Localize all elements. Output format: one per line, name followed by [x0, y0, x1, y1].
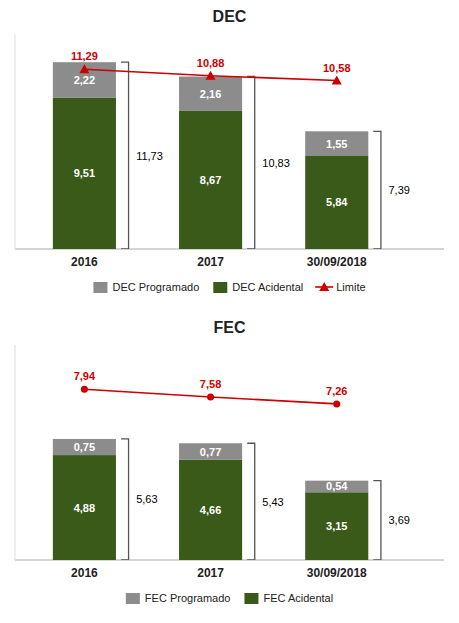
y-axis — [15, 345, 16, 560]
data-label: 1,55 — [326, 138, 347, 150]
bar — [53, 62, 116, 97]
legend-label: DEC Programado — [112, 281, 199, 293]
x-tick-label: 2016 — [71, 566, 98, 580]
total-label: 7,39 — [388, 184, 409, 196]
data-label: 0,54 — [326, 480, 348, 492]
limit-marker — [333, 400, 340, 407]
data-label: 8,67 — [200, 174, 221, 186]
title: FEC — [214, 319, 246, 336]
bar — [179, 111, 242, 249]
bar — [53, 439, 116, 455]
bar — [179, 77, 242, 111]
data-label: 9,51 — [74, 167, 95, 179]
total-bracket — [373, 131, 381, 249]
legend-item: DEC Programado — [93, 281, 199, 293]
legend-item: Limite — [315, 281, 365, 293]
data-label: 3,15 — [326, 520, 347, 532]
legend-item: DEC Acidental — [213, 281, 303, 293]
bar — [305, 131, 368, 156]
limit-marker — [332, 76, 342, 85]
legend-label: FEC Acidental — [263, 592, 333, 604]
data-label: 2,16 — [200, 88, 221, 100]
total-label: 10,83 — [262, 157, 290, 169]
data-label: 4,66 — [200, 504, 221, 516]
legend: DEC Programado DEC Acidental Limite — [93, 281, 365, 293]
plot-area — [53, 62, 381, 249]
limit-marker — [207, 394, 214, 401]
limit-line — [84, 389, 336, 404]
bar — [53, 98, 116, 249]
legend-label: DEC Acidental — [232, 281, 303, 293]
data-label: 0,75 — [74, 441, 95, 453]
bar — [305, 481, 368, 493]
labels: 9,51 8,67 5,84 2,22 2,16 1,55 11,73 10,83 7,39 11… — [71, 50, 410, 208]
bar — [179, 443, 242, 460]
legend-swatch — [126, 593, 140, 604]
data-label: 0,77 — [200, 446, 221, 458]
data-label: 2,22 — [74, 74, 95, 86]
title: DEC — [213, 8, 247, 25]
x-tick-label: 30/09/2018 — [307, 255, 367, 269]
total-bracket — [373, 481, 381, 560]
limit-marker — [79, 64, 89, 73]
legend-label: FEC Programado — [145, 592, 231, 604]
data-label: 7,26 — [326, 385, 347, 397]
data-label: 7,94 — [74, 370, 96, 382]
limit-marker — [206, 71, 216, 80]
legend: FEC Programado FEC Acidental — [126, 592, 333, 604]
plot-area — [53, 386, 381, 560]
total-label: 5,43 — [262, 496, 283, 508]
labels: 4,88 4,66 3,15 0,75 0,77 0,54 5,63 5,43 3,69 7,94… — [74, 370, 410, 532]
y-axis — [15, 34, 16, 249]
bar — [305, 156, 368, 249]
data-label: 7,58 — [200, 378, 221, 390]
legend-label: Limite — [336, 281, 365, 293]
data-label: 10,88 — [197, 57, 225, 69]
legend-item: FEC Programado — [126, 592, 231, 604]
bar — [53, 455, 116, 560]
total-bracket — [121, 62, 129, 249]
data-label: 10,58 — [323, 62, 351, 74]
data-label: 11,29 — [71, 50, 98, 62]
legend-marker — [319, 282, 329, 291]
x-tick-label: 2017 — [197, 255, 224, 269]
total-bracket — [247, 77, 255, 249]
limit-line — [84, 69, 336, 80]
total-bracket — [247, 443, 255, 560]
total-bracket — [121, 439, 129, 560]
total-label: 3,69 — [388, 514, 409, 526]
legend-swatch — [244, 593, 258, 604]
data-label: 4,88 — [74, 502, 95, 514]
x-tick-label: 2016 — [71, 255, 98, 269]
bar — [305, 492, 368, 560]
total-label: 5,63 — [136, 493, 157, 505]
limit-marker — [81, 386, 88, 393]
x-tick-label: 2017 — [197, 566, 224, 580]
chart: FEC 4,88 4,66 3,15 0,75 0,77 0,54 5,63 5,43 3,69 7… — [0, 311, 459, 622]
total-label: 11,73 — [136, 150, 163, 162]
chart: DEC 9,51 8,67 5,84 2,22 2,16 1,55 11,73 10,83 7,3… — [0, 0, 459, 311]
data-label: 5,84 — [326, 196, 348, 208]
x-tick-label: 30/09/2018 — [307, 566, 367, 580]
bar — [179, 460, 242, 560]
legend-item: FEC Acidental — [244, 592, 333, 604]
legend-swatch — [213, 282, 227, 293]
legend-swatch — [93, 282, 107, 293]
